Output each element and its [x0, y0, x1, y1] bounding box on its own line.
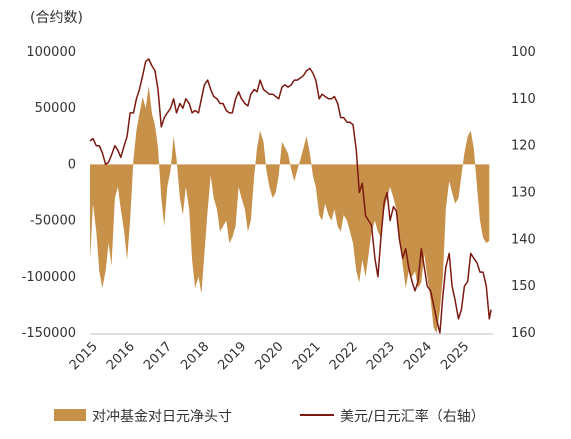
x-tick-label: 2024 [401, 339, 435, 373]
left-tick-label: -50000 [30, 214, 76, 229]
left-tick-label: -150000 [22, 326, 76, 341]
legend-label-area: 对冲基金对日元净头寸 [92, 408, 232, 425]
right-tick-label: 150 [511, 279, 536, 294]
right-tick-label: 100 [511, 45, 536, 60]
area-layer [90, 85, 490, 333]
x-tick-label: 2018 [178, 339, 212, 373]
right-tick-label: 160 [511, 326, 536, 341]
x-tick-label: 2021 [290, 339, 324, 373]
left-tick-label: 0 [68, 157, 76, 172]
right-tick-label: 120 [511, 139, 536, 154]
x-tick-label: 2017 [141, 339, 175, 373]
x-tick-label: 2019 [215, 339, 249, 373]
right-axis: 100 110 120 130 140 150 160 [511, 45, 536, 341]
x-tick-label: 2025 [438, 339, 472, 373]
x-tick-label: 2022 [327, 339, 361, 373]
usdjpy-line [89, 58, 492, 334]
x-tick-label: 2020 [253, 339, 287, 373]
legend-swatch-area [54, 409, 86, 421]
left-tick-label: -100000 [22, 270, 76, 285]
x-axis: 2015 2016 2017 2018 2019 2020 2021 2022 2023 2024… [67, 333, 493, 373]
line-layer [89, 58, 492, 334]
left-tick-label: 100000 [26, 45, 76, 60]
left-axis-unit-label: (合约数) [30, 10, 83, 26]
legend: 对冲基金对日元净头寸 美元/日元汇率（右轴） [54, 408, 485, 425]
net-position-area [90, 85, 490, 333]
left-axis: 100000 50000 0 -50000 -100000 -150000 [22, 45, 76, 341]
x-tick-label: 2015 [67, 339, 101, 373]
x-tick-label: 2023 [364, 339, 398, 373]
legend-label-line: 美元/日元汇率（右轴） [340, 408, 485, 425]
right-tick-label: 130 [511, 186, 536, 201]
left-tick-label: 50000 [35, 101, 76, 116]
x-tick-label: 2016 [104, 339, 138, 373]
right-tick-label: 110 [511, 92, 536, 107]
right-tick-label: 140 [511, 232, 536, 247]
